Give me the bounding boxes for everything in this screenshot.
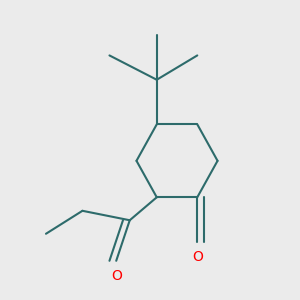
Text: O: O <box>192 250 203 264</box>
Text: O: O <box>111 268 122 283</box>
